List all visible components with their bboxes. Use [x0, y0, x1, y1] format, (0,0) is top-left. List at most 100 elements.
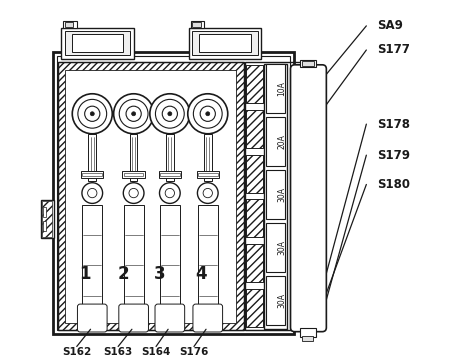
Bar [302, 61, 314, 66]
Text: S178: S178 [377, 118, 410, 131]
Bar [247, 244, 263, 282]
Circle shape [119, 100, 148, 128]
Bar [82, 205, 102, 326]
Bar [247, 155, 263, 193]
Bar [247, 65, 263, 103]
Text: 1: 1 [80, 265, 91, 283]
Circle shape [168, 112, 172, 116]
Bar [63, 21, 77, 28]
Bar [300, 60, 316, 67]
Bar [122, 171, 145, 177]
Circle shape [126, 106, 141, 121]
Bar [300, 328, 316, 337]
Circle shape [88, 188, 97, 198]
Circle shape [78, 100, 107, 128]
Text: S180: S180 [377, 178, 410, 191]
Text: 30A: 30A [277, 240, 286, 255]
Circle shape [150, 94, 190, 134]
Bar [264, 64, 287, 329]
Text: 30A: 30A [277, 293, 286, 308]
Bar [61, 28, 134, 59]
Text: S164: S164 [141, 347, 171, 357]
Bar [198, 173, 218, 176]
Circle shape [114, 94, 153, 134]
Bar [245, 62, 302, 330]
Text: S163: S163 [104, 347, 133, 357]
Bar [58, 62, 244, 330]
Bar [266, 170, 285, 219]
Bar [247, 289, 263, 327]
Bar [65, 22, 73, 26]
Bar [124, 205, 144, 326]
Bar [302, 337, 313, 341]
Bar [266, 223, 285, 272]
Text: 2: 2 [117, 265, 129, 283]
Bar [192, 31, 258, 55]
Circle shape [132, 112, 135, 116]
Text: 20A: 20A [277, 134, 286, 149]
FancyBboxPatch shape [291, 65, 326, 332]
Bar [247, 199, 263, 237]
Bar [247, 110, 263, 148]
Bar [160, 205, 180, 326]
Bar [43, 221, 46, 231]
Text: S176: S176 [179, 347, 209, 357]
Circle shape [159, 183, 180, 203]
Circle shape [194, 100, 222, 128]
Text: S179: S179 [377, 149, 410, 162]
Bar [89, 134, 96, 181]
Bar [42, 201, 52, 236]
Bar [247, 65, 263, 103]
FancyBboxPatch shape [119, 304, 148, 332]
Bar [130, 134, 137, 181]
Circle shape [198, 183, 218, 203]
Text: 10A: 10A [277, 81, 286, 96]
Bar [124, 173, 144, 176]
Bar [65, 70, 236, 323]
Circle shape [90, 112, 94, 116]
Text: 30A: 30A [277, 187, 286, 202]
Bar [58, 62, 244, 330]
Bar [247, 199, 263, 237]
Circle shape [188, 94, 228, 134]
Text: 4: 4 [195, 265, 207, 283]
FancyBboxPatch shape [193, 304, 223, 332]
Bar [204, 134, 211, 181]
Circle shape [203, 188, 212, 198]
Circle shape [123, 183, 144, 203]
Bar [159, 171, 181, 177]
Bar [266, 64, 285, 113]
Text: SA9: SA9 [377, 19, 403, 32]
Bar [247, 289, 263, 327]
Bar [72, 34, 123, 52]
FancyBboxPatch shape [77, 304, 107, 332]
Bar [266, 275, 285, 325]
Bar [43, 207, 46, 217]
Bar [65, 31, 130, 55]
Circle shape [162, 106, 177, 121]
Bar [190, 21, 204, 28]
Bar [266, 117, 285, 166]
Bar [247, 110, 263, 148]
Text: S177: S177 [377, 43, 410, 56]
Bar [81, 171, 104, 177]
Circle shape [82, 183, 103, 203]
Text: 3: 3 [154, 265, 165, 283]
Bar [53, 52, 294, 334]
Circle shape [206, 112, 210, 116]
Bar [82, 173, 102, 176]
Circle shape [165, 188, 175, 198]
Bar [247, 155, 263, 193]
Bar [197, 171, 219, 177]
Circle shape [200, 106, 216, 121]
Bar [199, 34, 251, 52]
Text: S162: S162 [62, 347, 91, 357]
Circle shape [85, 106, 100, 121]
Bar [160, 173, 180, 176]
Circle shape [72, 94, 112, 134]
Circle shape [155, 100, 184, 128]
Bar [247, 244, 263, 282]
FancyBboxPatch shape [155, 304, 184, 332]
Bar [198, 205, 218, 326]
Bar [57, 56, 290, 330]
